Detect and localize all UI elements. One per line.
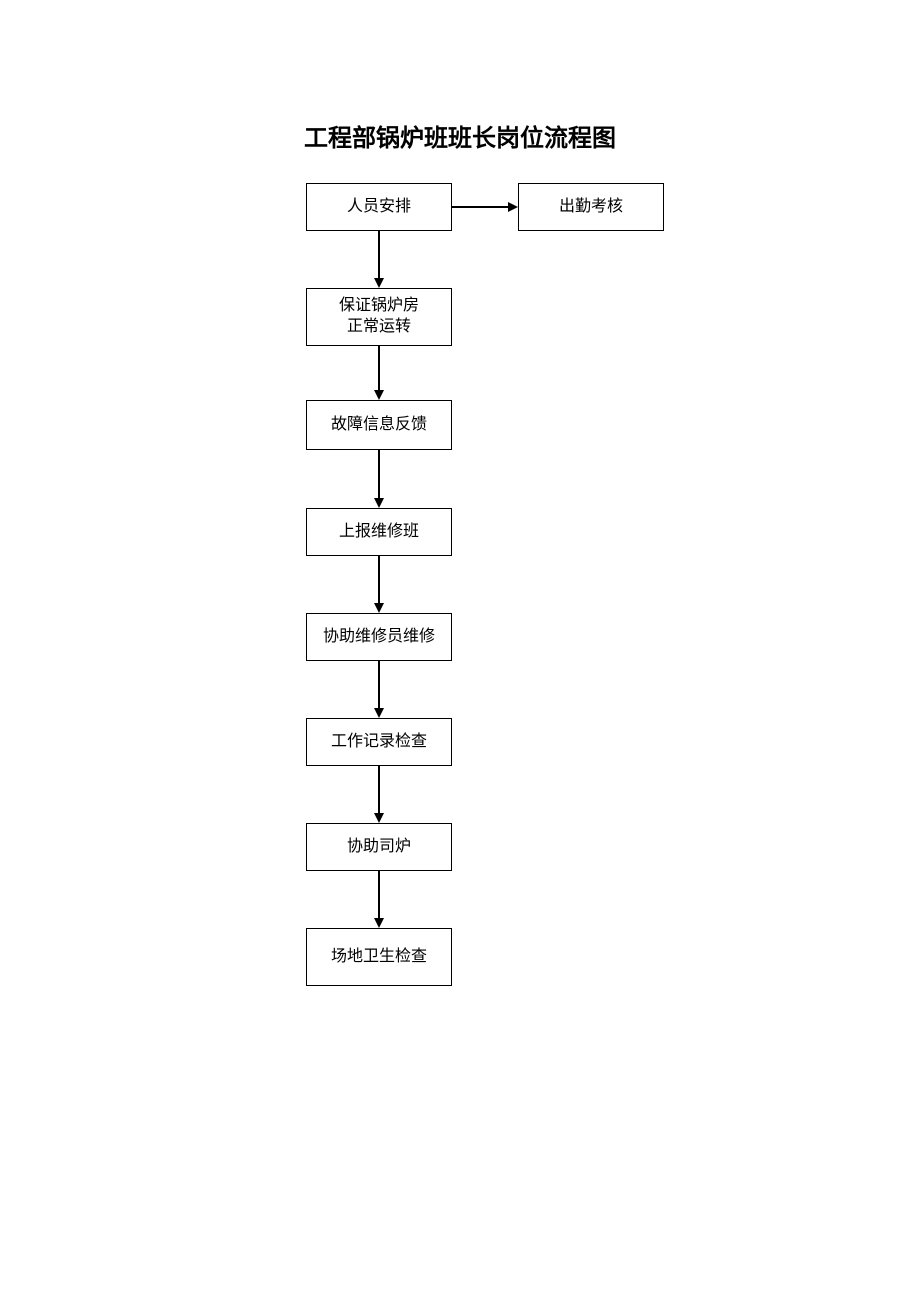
- arrow-head-icon: [374, 918, 384, 928]
- flowchart-node-n1: 人员安排: [306, 183, 452, 231]
- arrow-line-n5-n6: [378, 556, 380, 603]
- flowchart-node-n7: 工作记录检查: [306, 718, 452, 766]
- arrow-head-icon: [374, 278, 384, 288]
- flowchart-node-n8: 协助司炉: [306, 823, 452, 871]
- arrow-head-icon: [374, 603, 384, 613]
- arrow-head-icon: [508, 202, 518, 212]
- arrow-line-n1-n2: [452, 206, 508, 208]
- flowchart-node-n5: 上报维修班: [306, 508, 452, 556]
- arrow-line-n1-n3: [378, 231, 380, 278]
- arrow-line-n4-n5: [378, 450, 380, 498]
- flowchart-node-n6: 协助维修员维修: [306, 613, 452, 661]
- arrow-line-n7-n8: [378, 766, 380, 813]
- arrow-head-icon: [374, 390, 384, 400]
- arrow-head-icon: [374, 813, 384, 823]
- arrow-head-icon: [374, 498, 384, 508]
- flowchart-title: 工程部锅炉班班长岗位流程图: [0, 118, 920, 153]
- flowchart-node-n9: 场地卫生检查: [306, 928, 452, 986]
- flowchart-node-n3: 保证锅炉房 正常运转: [306, 288, 452, 346]
- flowchart-node-n4: 故障信息反馈: [306, 400, 452, 450]
- arrow-line-n6-n7: [378, 661, 380, 708]
- flowchart-node-n2: 出勤考核: [518, 183, 664, 231]
- arrow-head-icon: [374, 708, 384, 718]
- arrow-line-n8-n9: [378, 871, 380, 918]
- arrow-line-n3-n4: [378, 346, 380, 390]
